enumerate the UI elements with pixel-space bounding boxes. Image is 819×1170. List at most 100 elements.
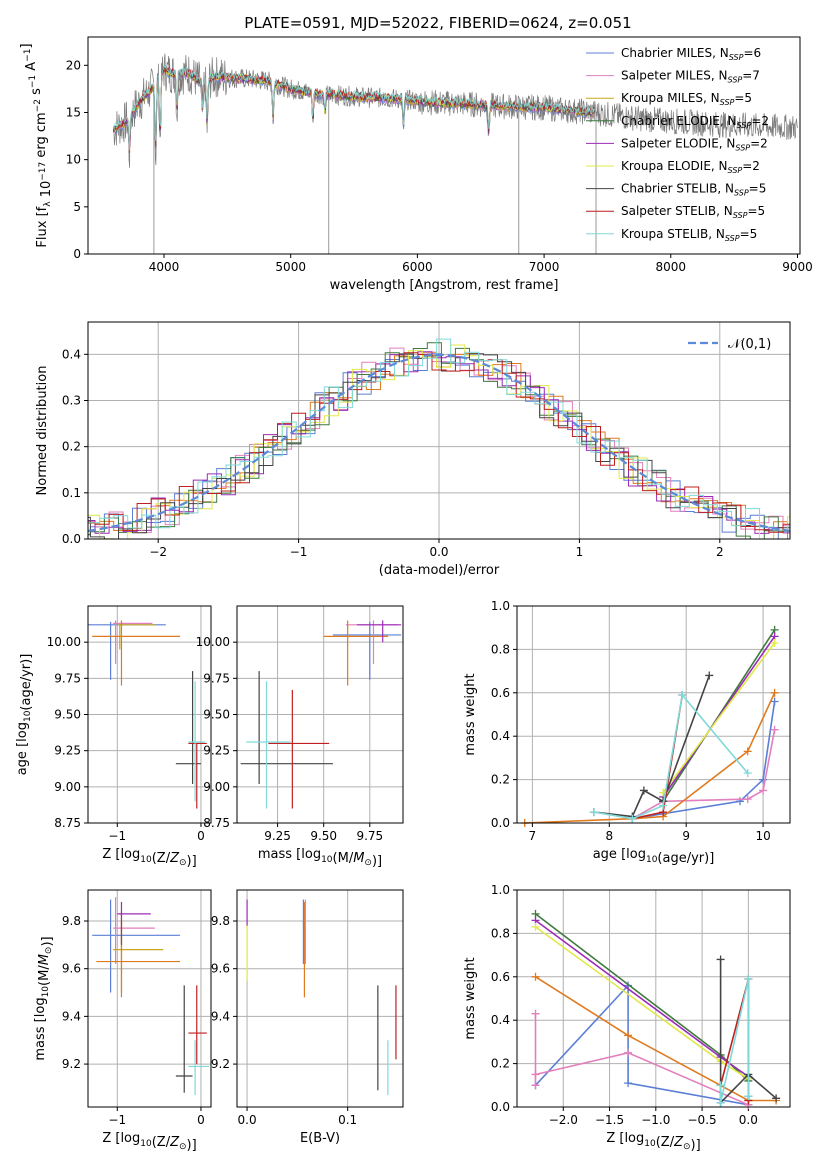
spectrum-model-line <box>112 66 595 153</box>
mass-weight-series-line <box>593 675 711 818</box>
x-tick-label: 8000 <box>656 260 687 274</box>
spectrum-legend: Chabrier MILES, NSSP=6 Salpeter MILES, NS… <box>586 46 769 243</box>
spectrum-model-line <box>112 68 595 151</box>
x-tick-label: 4000 <box>149 260 180 274</box>
mass_vs_ebv-axes: 0.0 0.1 9.2 9.4 9.6 9.8 <box>211 890 403 1127</box>
mass_vs_ebv-xlabel: E(B-V) <box>300 1131 340 1146</box>
age_vs_mass-points <box>240 620 402 809</box>
y-tick-label: 9.50 <box>54 708 81 722</box>
y-tick-label: 9.6 <box>62 962 81 976</box>
mass-weight-marker <box>531 1081 540 1090</box>
x-tick-label: −1 <box>108 829 126 843</box>
mass_weight_vs_age-frame <box>516 605 791 824</box>
mass-weight-series-line <box>535 976 777 1102</box>
x-tick-label: 10 <box>755 829 770 843</box>
y-tick-label: 0.0 <box>491 1100 510 1114</box>
mass-weight-series-line <box>662 642 776 794</box>
age_vs_Z-xlabel: Z [log10(Z/Z⊙)] <box>102 847 196 869</box>
mass-weight-marker <box>531 972 540 981</box>
x-tick-label: 7000 <box>529 260 560 274</box>
mass-weight-marker <box>624 1079 633 1088</box>
x-tick-label: 5000 <box>275 260 306 274</box>
x-tick-label: −1.0 <box>641 1113 670 1127</box>
y-tick-label: 9.75 <box>54 671 81 685</box>
mass-weight-marker <box>624 1048 633 1057</box>
x-tick-label: 0.1 <box>338 1113 357 1127</box>
legend-entry: Kroupa MILES, NSSP=5 <box>621 91 752 107</box>
mass-weight-series-line <box>719 978 750 1103</box>
mass-weight-marker <box>743 795 752 804</box>
x-tick-label: 2 <box>716 545 724 559</box>
x-tick-label: 9000 <box>782 260 813 274</box>
x-tick-label: −0.5 <box>688 1113 717 1127</box>
residual_hist-ylabel: Normed distribution <box>35 366 50 496</box>
mass-weight-marker <box>659 801 668 810</box>
y-tick-label: 0.3 <box>62 393 81 407</box>
legend-entry: Kroupa STELIB, NSSP=5 <box>621 227 757 243</box>
x-tick-label: −1 <box>108 1113 126 1127</box>
mass-weight-marker <box>770 688 779 697</box>
histogram-step-line <box>88 342 790 540</box>
x-tick-label: 0 <box>197 1113 205 1127</box>
histogram-step-line <box>88 344 790 540</box>
mass-weight-marker <box>770 638 779 647</box>
y-tick-label: 9.4 <box>62 1009 81 1023</box>
y-tick-label: 15 <box>66 105 81 119</box>
mass-weight-marker <box>716 1098 725 1107</box>
x-tick-label: −1.5 <box>595 1113 624 1127</box>
y-tick-label: 1.0 <box>491 599 510 613</box>
mass-weight-marker <box>744 1092 753 1101</box>
mass-weight-series-line <box>632 701 776 820</box>
x-tick-label: 9 <box>682 829 690 843</box>
x-tick-label: 9.50 <box>310 829 337 843</box>
y-tick-label: 5 <box>73 200 81 214</box>
y-tick-label: 8.75 <box>203 816 230 830</box>
mass-weight-marker <box>589 808 598 817</box>
mass-weight-series-line <box>535 926 749 1080</box>
y-tick-label: 9.50 <box>203 708 230 722</box>
mass-weight-series-line <box>524 692 776 824</box>
y-tick-label: 9.00 <box>54 780 81 794</box>
y-tick-label: 0.0 <box>491 816 510 830</box>
y-tick-label: 0.4 <box>62 347 81 361</box>
age_vs_mass-frame <box>236 605 404 824</box>
x-tick-label: 1 <box>576 545 584 559</box>
y-tick-label: 0.8 <box>491 642 510 656</box>
mass-weight-marker <box>628 814 637 823</box>
y-tick-label: 8.75 <box>54 816 81 830</box>
mass-weight-series-line <box>632 729 776 820</box>
mass_weight_vs_Z-frame <box>516 889 791 1108</box>
mass_vs_ebv-points <box>246 899 397 1096</box>
mass-weight-marker <box>531 1070 540 1079</box>
y-tick-label: 10 <box>66 153 81 167</box>
y-tick-label: 10.00 <box>47 635 81 649</box>
y-tick-label: 9.8 <box>211 914 230 928</box>
mass_weight_vs_age-axes: 7 8 9 10 0.0 0.2 0.4 0.6 0.8 1.0 <box>491 599 790 843</box>
mass-weight-marker <box>639 786 648 795</box>
mass_vs_Z-ylabel: mass [log10(M/M⊙)] <box>33 936 55 1060</box>
figure-title: PLATE=0591, MJD=52022, FIBERID=0624, z=0… <box>244 14 631 32</box>
spectrum-xlabel: wavelength [Angstrom, rest frame] <box>330 278 559 293</box>
legend-entry: Chabrier STELIB, NSSP=5 <box>621 182 766 198</box>
legend-entry: Kroupa ELODIE, NSSP=2 <box>621 159 760 175</box>
x-tick-label: 8 <box>605 829 613 843</box>
spectrum-frame <box>87 36 801 255</box>
mass_vs_Z-frame <box>87 889 212 1108</box>
mass_vs_ebv-frame <box>236 889 404 1108</box>
age_vs_Z-points <box>88 620 207 809</box>
mass-weight-marker <box>705 671 714 680</box>
y-tick-label: 0.2 <box>491 1057 510 1071</box>
y-tick-label: 0.8 <box>491 926 510 940</box>
mass-weight-marker <box>678 690 687 699</box>
x-tick-label: 0 <box>197 829 205 843</box>
mass-weight-marker <box>772 1094 781 1103</box>
y-tick-label: 20 <box>66 58 81 72</box>
age_vs_Z-axes: −1 0 8.75 9.00 9.25 9.50 9.75 10.00 <box>47 606 211 843</box>
mass_weight_vs_age-ylabel: mass weight <box>463 673 478 755</box>
mass_weight_vs_Z-xlabel: Z [log10(Z/Z⊙)] <box>606 1131 700 1153</box>
mass-weight-marker <box>770 697 779 706</box>
y-tick-label: 0.4 <box>491 729 510 743</box>
mass-weight-marker <box>716 955 725 964</box>
spectrum-data-line <box>112 53 798 168</box>
